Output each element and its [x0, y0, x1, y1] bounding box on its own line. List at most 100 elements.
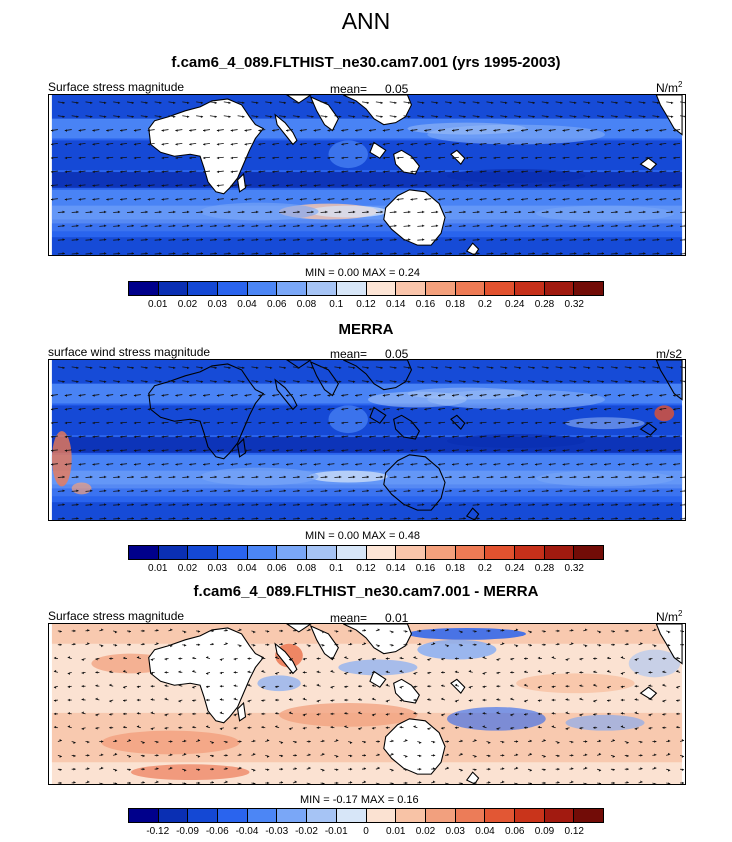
- wind-vector-head: [288, 711, 292, 714]
- wind-vector-head: [106, 449, 109, 452]
- wind-vector-head: [90, 380, 93, 384]
- wind-vector-head: [104, 489, 107, 493]
- wind-vector-head: [219, 727, 223, 731]
- wind-vector-head: [626, 629, 629, 633]
- wind-vector-head: [206, 698, 209, 702]
- wind-vector-head: [438, 435, 441, 439]
- wind-vector-head: [192, 699, 195, 702]
- land-outline: [369, 670, 387, 688]
- wind-vector-head: [136, 656, 140, 659]
- wind-vector-head: [588, 380, 591, 384]
- wind-vector-head: [142, 754, 145, 758]
- wind-vector-head: [173, 366, 176, 370]
- wind-vector-head: [214, 503, 217, 506]
- wind-vector-head: [92, 435, 95, 439]
- wind-vector-head: [422, 503, 425, 506]
- wind-vector-head: [230, 156, 233, 160]
- wind-vector-head: [286, 143, 289, 146]
- wind-vector-head: [325, 503, 328, 506]
- wind-vector-head: [438, 184, 441, 187]
- wind-vector-head: [214, 366, 217, 370]
- wind-vector-head: [468, 699, 471, 702]
- wind-vector-head: [256, 238, 259, 241]
- wind-vector-head: [164, 727, 167, 730]
- wind-vector-head: [463, 503, 466, 506]
- wind-vector-head: [272, 463, 275, 466]
- wind-vector-head: [524, 657, 527, 660]
- wind-vector-head: [617, 463, 621, 466]
- wind-vector-head: [601, 238, 605, 241]
- wind-vector-head: [465, 435, 468, 439]
- wind-vector-head: [576, 129, 579, 132]
- wind-vector-head: [256, 210, 259, 214]
- wind-vector-head: [192, 656, 195, 660]
- wind-vector-head: [297, 210, 300, 214]
- wind-vector-head: [203, 170, 206, 174]
- wind-vector-head: [247, 670, 250, 674]
- wind-vector-head: [261, 686, 264, 689]
- colorbar-swatch: [129, 546, 159, 559]
- wind-vector-head: [454, 670, 458, 674]
- colorbar-swatch: [366, 546, 397, 559]
- wind-vector-head: [225, 629, 228, 632]
- colorbar-tick-label: 0.02: [415, 826, 436, 837]
- colorbar-swatch: [366, 282, 397, 295]
- wind-vector-head: [371, 657, 375, 661]
- wind-vector-head: [629, 238, 632, 241]
- wind-vector-head: [612, 781, 615, 784]
- wind-vector-head: [562, 170, 565, 174]
- wind-vector-head: [546, 252, 549, 255]
- wind-vector-head: [247, 683, 250, 687]
- land-outline: [274, 113, 298, 146]
- wind-vector-head: [588, 517, 591, 520]
- wind-vector-head: [92, 463, 95, 466]
- land-outline: [309, 360, 339, 397]
- wind-vector-head: [548, 435, 551, 439]
- wind-vector-head: [200, 210, 204, 214]
- wind-vector-head: [131, 475, 134, 479]
- wind-vector-head: [299, 170, 303, 174]
- colorbar-tick-label: 0.08: [296, 563, 317, 574]
- wind-vector-head: [283, 238, 287, 241]
- wind-vector-head: [339, 101, 342, 105]
- wind-vector-head: [101, 644, 104, 648]
- wind-vector-head: [128, 643, 131, 647]
- colorbar-swatch: [247, 546, 278, 559]
- wind-vector-head: [189, 198, 192, 201]
- wind-vector-head: [76, 252, 79, 255]
- wind-vector-head: [101, 628, 104, 632]
- wind-vector-head: [382, 170, 385, 174]
- wind-vector-head: [358, 658, 361, 662]
- wind-vector-head: [161, 198, 164, 201]
- wind-vector-head: [299, 184, 303, 187]
- wind-vector-head: [482, 672, 485, 675]
- wind-vector-head: [225, 754, 228, 757]
- wind-vector-head: [460, 630, 463, 634]
- wind-vector-head: [164, 697, 167, 701]
- wind-vector-head: [258, 463, 261, 466]
- wind-vector-head: [576, 421, 579, 425]
- wind-vector-head: [565, 658, 568, 662]
- wind-vector-head: [607, 656, 610, 660]
- wind-vector-head: [313, 449, 316, 452]
- wind-vector-head: [377, 740, 380, 743]
- land-outline: [369, 406, 387, 424]
- wind-vector-head: [228, 475, 231, 479]
- wind-vector-head: [242, 503, 245, 506]
- colorbar-tick-label: 0.01: [386, 826, 406, 837]
- wind-vector-head: [283, 115, 287, 119]
- wind-vector-head: [565, 684, 568, 688]
- wind-vector-head: [117, 380, 121, 384]
- wind-vector-head: [451, 421, 455, 425]
- wind-vector-head: [175, 421, 178, 425]
- wind-vector-head: [358, 711, 361, 714]
- wind-vector-head: [673, 408, 676, 411]
- wind-vector-head: [460, 644, 463, 647]
- wind-vector-head: [64, 408, 67, 411]
- wind-vector-head: [156, 642, 159, 645]
- wind-vector-head: [491, 238, 494, 241]
- colorbar-swatch: [158, 546, 189, 559]
- wind-vector-head: [463, 210, 466, 214]
- wind-vector-head: [546, 210, 549, 214]
- wind-vector-head: [645, 143, 648, 146]
